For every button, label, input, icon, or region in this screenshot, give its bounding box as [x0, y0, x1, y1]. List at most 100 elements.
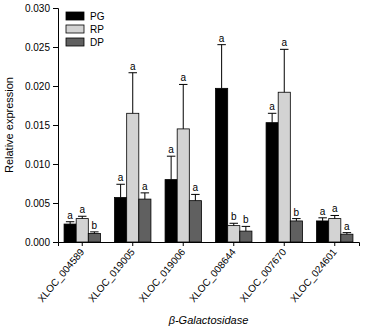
error-bar — [217, 45, 225, 89]
significance-letter: a — [67, 210, 73, 221]
significance-letter: a — [332, 203, 338, 214]
legend-item: PG — [66, 11, 105, 22]
bars — [64, 45, 353, 242]
error-bar-stem — [132, 73, 133, 114]
legend: PG RP DP — [66, 11, 105, 48]
error-bar — [141, 193, 149, 199]
x-tick-mark — [233, 242, 234, 246]
error-bar — [292, 219, 300, 221]
y-tick-mark — [53, 203, 58, 204]
legend-swatch — [66, 25, 84, 33]
y-tick-label: 0.020 — [25, 81, 50, 92]
plot: 0.0000.0050.0100.0150.0200.0250.030XLOC_… — [25, 3, 360, 305]
error-bar — [66, 222, 74, 224]
bar — [64, 224, 76, 242]
significance-letter: a — [269, 101, 275, 112]
error-bar-stem — [171, 156, 172, 179]
error-bar-cap — [191, 194, 199, 195]
y-tick: 0.025 — [25, 42, 58, 53]
bar — [189, 201, 201, 242]
bar — [317, 221, 329, 242]
x-axis-line — [59, 243, 360, 247]
error-bar — [268, 113, 276, 122]
legend-label: DP — [90, 37, 104, 48]
legend-swatch — [66, 38, 84, 46]
error-bar-stem — [183, 84, 184, 128]
x-tick: XLOC_019006 — [137, 242, 188, 304]
y-axis-line — [53, 9, 59, 243]
y-tick-mark — [53, 125, 58, 126]
x-tick-mark — [334, 242, 335, 246]
error-bar-cap — [129, 72, 137, 73]
bar — [88, 233, 100, 242]
error-bar — [78, 216, 86, 218]
y-tick: 0.020 — [25, 81, 58, 92]
bar — [165, 180, 177, 242]
bar — [240, 231, 252, 242]
x-tick: XLOC_024601 — [288, 242, 339, 304]
letters: aaaaaaaaabaabaabba — [67, 33, 350, 232]
bar — [216, 88, 228, 242]
x-tick: XLOC_004589 — [35, 242, 86, 304]
x-tick-label: XLOC_007670 — [238, 246, 289, 304]
significance-letter: a — [180, 72, 186, 83]
bar — [177, 129, 189, 242]
bar — [139, 199, 151, 242]
x-tick-mark — [82, 242, 83, 246]
error-bar-stem — [245, 226, 246, 231]
x-tick: XLOC_007670 — [238, 242, 289, 304]
error-bar-stem — [195, 194, 196, 200]
error-bar — [343, 233, 351, 235]
error-bar — [116, 184, 124, 197]
error-bar-cap — [331, 215, 339, 216]
bar — [290, 221, 302, 242]
y-tick-label: 0.025 — [25, 42, 50, 53]
y-tick-label: 0.005 — [25, 198, 50, 209]
y-tick-mark — [53, 242, 58, 243]
y-tick-label: 0.030 — [25, 3, 50, 14]
y-tick-label: 0.010 — [25, 159, 50, 170]
x-tick-label: XLOC_024601 — [288, 246, 339, 304]
error-bar — [179, 84, 187, 128]
error-bar — [230, 223, 238, 225]
error-bar-cap — [179, 84, 187, 85]
bar — [228, 226, 240, 242]
error-bar-stem — [221, 45, 222, 89]
error-bar — [280, 49, 288, 92]
x-tick-label: XLOC_004589 — [35, 246, 86, 304]
bar — [76, 219, 88, 242]
bar — [341, 234, 353, 242]
y-tick-mark — [53, 164, 58, 165]
error-bar-stem — [144, 193, 145, 199]
y-tick-mark — [53, 47, 58, 48]
y-axis-title: Relative expression — [3, 77, 15, 173]
bar — [127, 113, 139, 242]
legend-swatch — [66, 12, 84, 20]
y-tick-label: 0.000 — [25, 237, 50, 248]
legend-item: RP — [66, 24, 104, 35]
y-tick: 0.030 — [25, 3, 58, 14]
x-tick-mark — [132, 242, 133, 246]
significance-letter: a — [79, 204, 85, 215]
significance-letter: b — [243, 214, 249, 225]
error-bar — [318, 218, 326, 221]
significance-letter: a — [168, 144, 174, 155]
y-tick: 0.010 — [25, 159, 58, 170]
error-bar — [191, 194, 199, 200]
error-bar-stem — [120, 184, 121, 197]
error-bar-cap — [280, 49, 288, 50]
error-bar-cap — [268, 113, 276, 114]
significance-letter: a — [219, 33, 225, 44]
y-tick-mark — [53, 86, 58, 87]
x-tick-label: XLOC_019006 — [137, 246, 188, 304]
error-bar-cap — [217, 44, 225, 45]
legend-item: DP — [66, 37, 104, 48]
bar — [329, 219, 341, 242]
y-tick-mark — [53, 8, 58, 9]
significance-letter: b — [231, 211, 237, 222]
bar — [266, 123, 278, 242]
significance-letter: a — [130, 61, 136, 72]
bar — [278, 92, 290, 242]
legend-label: RP — [90, 24, 104, 35]
error-bar-cap — [292, 218, 300, 219]
